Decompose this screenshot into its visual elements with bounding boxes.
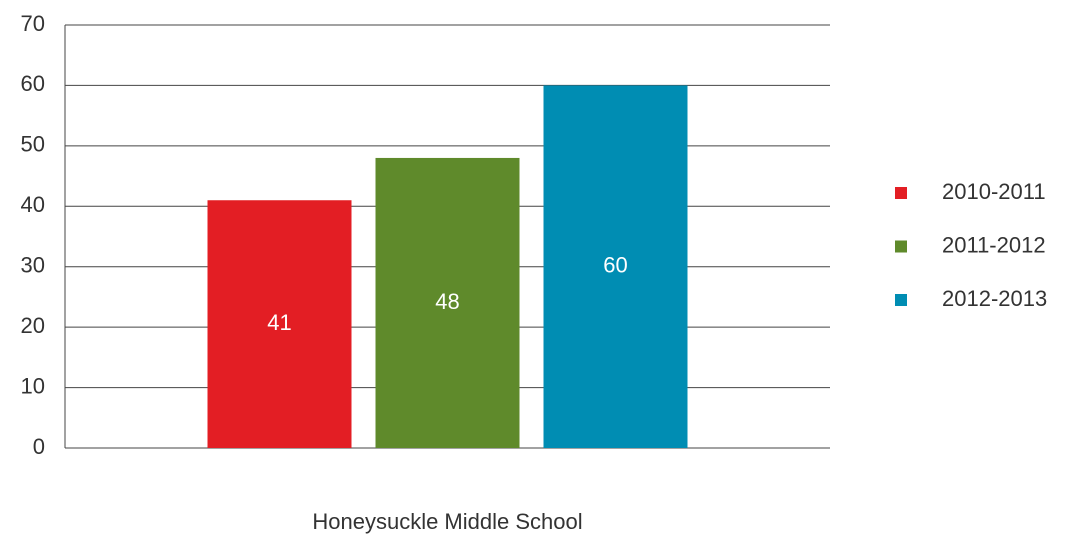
bar [543, 85, 688, 448]
legend-label: 2012-2013 [942, 286, 1047, 311]
legend-label: 2011-2012 [942, 232, 1046, 257]
y-tick-label: 40 [21, 192, 45, 217]
y-tick-label: 60 [21, 71, 45, 96]
y-tick-label: 30 [21, 253, 45, 278]
legend-swatch [895, 294, 907, 306]
x-tick-label: Honeysuckle Middle School [312, 509, 582, 534]
y-tick-label: 10 [21, 373, 45, 398]
bar [207, 200, 352, 448]
y-tick-label: 70 [21, 11, 45, 36]
legend-swatch [895, 187, 907, 199]
data-label: 41 [267, 310, 291, 335]
y-tick-label: 0 [33, 434, 45, 459]
y-tick-label: 50 [21, 132, 45, 157]
y-tick-label: 20 [21, 313, 45, 338]
legend-label: 2010-2011 [942, 179, 1046, 204]
bar [375, 157, 520, 448]
data-label: 60 [603, 253, 627, 278]
legend-swatch [895, 240, 907, 253]
data-label: 48 [435, 289, 459, 314]
